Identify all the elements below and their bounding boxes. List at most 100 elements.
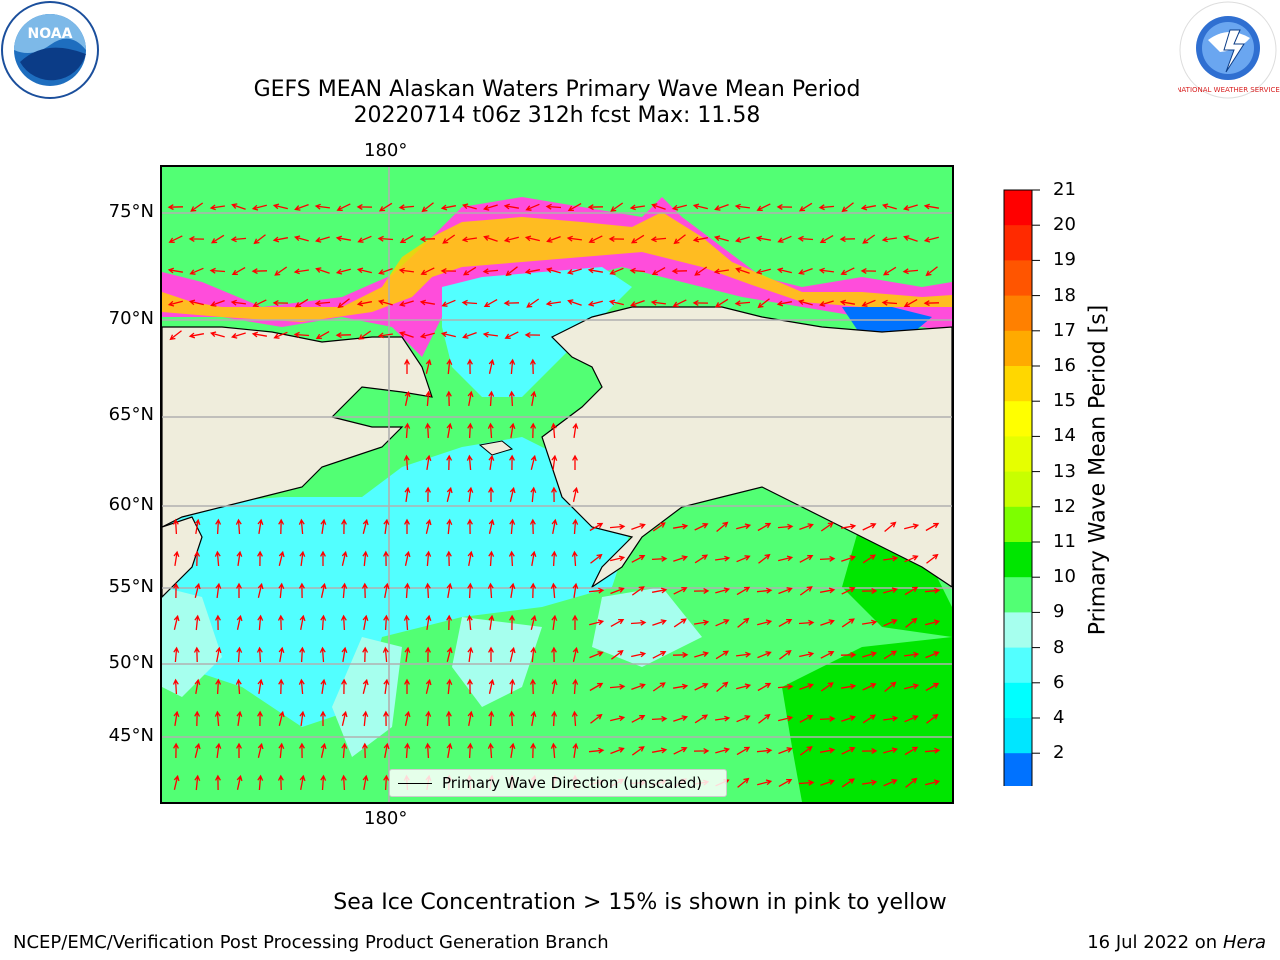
wave-direction-arrow (651, 203, 666, 210)
wave-direction-arrow (461, 299, 478, 306)
wave-direction-arrow (716, 681, 729, 692)
wave-direction-arrow (504, 331, 519, 339)
wave-direction-arrow (257, 518, 264, 535)
wave-direction-arrow (467, 518, 473, 535)
wave-direction-arrow (272, 203, 288, 210)
wave-direction-arrow (446, 678, 453, 695)
wave-direction-arrow (173, 582, 179, 599)
wave-direction-arrow (862, 714, 877, 724)
wave-direction-arrow (672, 683, 689, 690)
wave-direction-arrow (253, 234, 266, 245)
wave-direction-arrow (714, 298, 729, 308)
wave-direction-arrow (320, 774, 327, 791)
wave-direction-arrow (861, 588, 878, 594)
wave-direction-arrow (341, 582, 348, 599)
wave-direction-arrow (572, 742, 579, 758)
wave-direction-arrow (777, 523, 794, 530)
wave-direction-arrow (862, 523, 877, 531)
wave-direction-arrow (799, 523, 814, 531)
wave-direction-arrow (299, 582, 305, 599)
wave-direction-arrow (776, 204, 793, 210)
wave-direction-arrow (734, 203, 750, 210)
wave-direction-arrow (315, 331, 330, 340)
nws-logo: NATIONAL WEATHER SERVICE (1178, 1, 1280, 99)
wave-direction-arrow (903, 204, 918, 211)
wave-direction-arrow (693, 619, 710, 626)
colorbar-band (1004, 612, 1032, 649)
wave-direction-arrow (881, 299, 898, 306)
wave-direction-arrow (736, 586, 751, 596)
wave-direction-arrow (294, 235, 309, 242)
wave-direction-arrow (904, 555, 919, 563)
wave-direction-arrow (673, 234, 686, 245)
wave-direction-arrow (482, 268, 499, 275)
colorbar-tick-label: 13 (1053, 460, 1076, 482)
wave-direction-arrow (419, 236, 436, 243)
wave-direction-arrow (819, 715, 836, 722)
wave-direction-arrow (446, 646, 453, 662)
wave-direction-arrow (650, 299, 666, 306)
wave-direction-arrow (841, 778, 855, 788)
wave-direction-arrow (462, 331, 477, 339)
wave-direction-arrow (467, 582, 474, 599)
wave-direction-arrow (862, 683, 877, 691)
wave-direction-arrow (840, 683, 857, 690)
wave-direction-arrow (419, 299, 436, 306)
wave-direction-arrow (362, 550, 369, 567)
wave-direction-arrow (861, 779, 878, 786)
lon-label-bottom: 180° (364, 808, 408, 829)
wave-direction-arrow (818, 267, 834, 274)
wave-direction-arrow (167, 204, 184, 211)
wave-direction-arrow (446, 454, 453, 471)
colorbar-tick-label: 15 (1053, 390, 1076, 412)
wave-direction-arrow (530, 454, 537, 470)
sea-ice-note: Sea Ice Concentration > 15% is shown in … (333, 890, 947, 915)
colorbar-band (1004, 295, 1032, 332)
wave-direction-arrow (335, 235, 352, 242)
wave-direction-arrow (715, 747, 730, 754)
land-siberia (162, 326, 433, 528)
wave-direction-arrow (299, 774, 306, 791)
colorbar-band (1004, 436, 1032, 473)
wave-direction-arrow (251, 268, 268, 275)
wave-direction-arrow (235, 518, 242, 535)
wave-direction-arrow (467, 742, 474, 759)
wave-direction-arrow (589, 651, 604, 659)
wave-direction-arrow (714, 203, 729, 211)
wave-direction-arrow (902, 268, 919, 275)
colorbar-tick-label: 12 (1053, 495, 1076, 517)
wave-direction-arrow (778, 778, 793, 787)
wave-direction-arrow (926, 553, 939, 564)
wave-direction-arrow (383, 774, 390, 791)
wave-direction-arrow (734, 300, 751, 307)
wave-direction-arrow (925, 651, 940, 659)
wave-direction-arrow (425, 614, 432, 631)
wave-direction-arrow (588, 235, 603, 243)
wave-direction-arrow (651, 747, 668, 754)
wave-direction-arrow (526, 298, 540, 308)
wave-direction-arrow (467, 390, 474, 407)
wave-direction-arrow (441, 299, 456, 307)
lat-label-60: 60°N (108, 494, 154, 515)
wave-direction-arrow (320, 582, 327, 598)
wave-direction-arrow (299, 550, 306, 566)
wave-direction-arrow (882, 203, 897, 210)
wave-direction-arrow (629, 204, 645, 211)
wave-direction-arrow (251, 331, 268, 338)
colorbar-band (1004, 471, 1032, 508)
wave-direction-arrow (652, 522, 666, 532)
wave-direction-arrow (236, 710, 243, 726)
wave-direction-arrow (673, 555, 688, 562)
wave-direction-arrow (378, 299, 393, 306)
wave-direction-arrow (299, 710, 306, 726)
wave-direction-arrow (425, 486, 431, 503)
wave-direction-arrow (209, 267, 226, 274)
wave-direction-arrow (508, 710, 515, 727)
wave-direction-arrow (425, 550, 432, 567)
wave-direction-arrow (819, 300, 834, 307)
wave-direction-arrow (294, 298, 309, 308)
wave-direction-arrow (904, 523, 920, 530)
wave-direction-arrow (488, 486, 494, 502)
wave-direction-arrow (925, 779, 941, 786)
wave-direction-arrow (589, 682, 604, 692)
